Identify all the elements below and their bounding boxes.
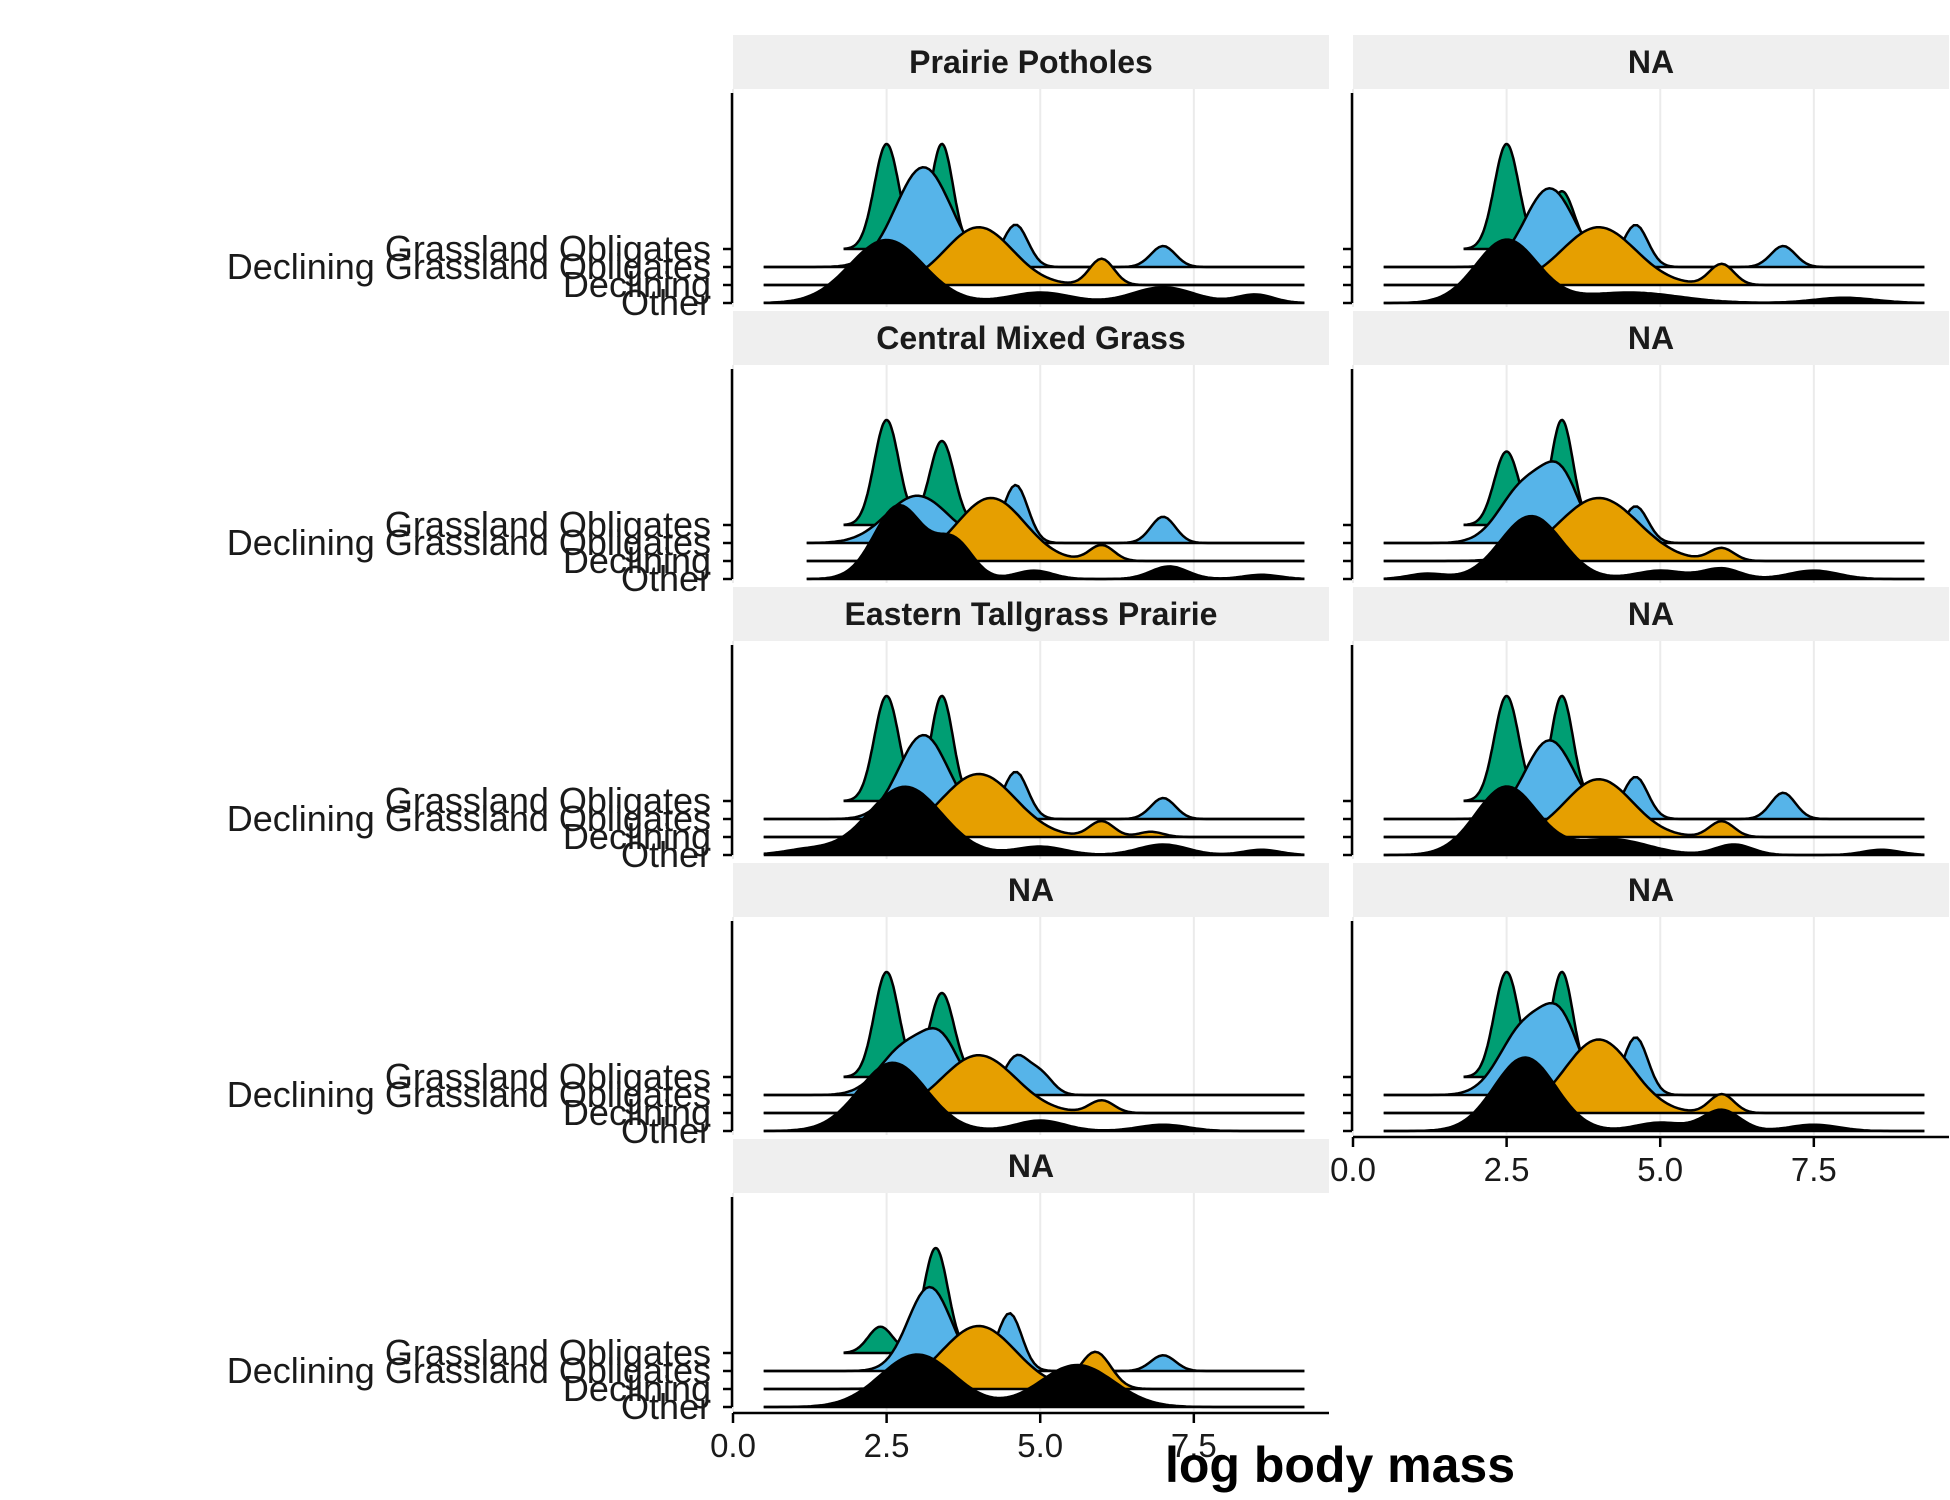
category-label: Other <box>621 834 711 875</box>
facet-title: NA <box>1628 596 1674 632</box>
facet-title: NA <box>1628 44 1674 80</box>
facet-title: Prairie Potholes <box>909 44 1153 80</box>
x-tick-label: 5.0 <box>1017 1427 1063 1464</box>
ridge-fill-declining <box>1383 779 1925 837</box>
ridge-fill-declining-grassland-obligates <box>763 735 1305 819</box>
category-label: Declining <box>563 816 711 857</box>
ridge-fill-declining <box>1383 227 1925 285</box>
facet-strip <box>1353 587 1949 641</box>
category-label: Declining Grassland Obligates <box>227 1350 711 1391</box>
category-label: Other <box>621 1386 711 1427</box>
ridge-fill-other <box>1383 786 1925 855</box>
ridge-fill-declining-grassland-obligates <box>763 1287 1305 1371</box>
ridge-fill-other <box>763 786 1305 855</box>
facet-strip <box>733 863 1329 917</box>
category-label: Declining <box>563 1092 711 1133</box>
facet-panel: Prairie Potholes Grassland ObligatesDecli… <box>227 35 1329 323</box>
ridge-fill-declining <box>763 1326 1305 1389</box>
facet-panel: Eastern Tallgrass Prairie Grassland Oblig… <box>227 587 1329 875</box>
facet-title: Central Mixed Grass <box>876 320 1185 356</box>
x-tick-label: 5.0 <box>1637 1151 1683 1188</box>
facet-panel: NA 0.0 2.5 5.0 7.5 <box>1330 863 1949 1188</box>
category-label: Grassland Obligates <box>385 780 711 821</box>
facet-panel: Central Mixed Grass Grassland ObligatesDe… <box>227 311 1329 599</box>
facet-panel: NA <box>1343 35 1949 307</box>
category-label: Declining Grassland Obligates <box>227 246 711 287</box>
category-label: Grassland Obligates <box>385 228 711 269</box>
ridge-fill-declining <box>1383 498 1925 561</box>
category-label: Other <box>621 282 711 323</box>
ridge-outline <box>1383 514 1925 581</box>
facet-title: NA <box>1008 1148 1054 1184</box>
x-tick-label: 0.0 <box>1330 1151 1376 1188</box>
category-label: Declining Grassland Obligates <box>227 798 711 839</box>
x-tick-label: 2.5 <box>864 1427 910 1464</box>
category-label: Grassland Obligates <box>385 1056 711 1097</box>
ridge-fill-declining <box>763 227 1305 285</box>
category-label: Declining <box>563 264 711 305</box>
ridge-fill-grassland-obligates <box>843 696 992 801</box>
x-axis-title: log body mass <box>1165 1437 1515 1493</box>
ridge-outline <box>1383 739 1925 821</box>
facet-strip <box>1353 35 1949 89</box>
category-label: Grassland Obligates <box>385 504 711 545</box>
facet-strip <box>733 311 1329 365</box>
ridge-fill-other <box>1383 516 1925 579</box>
ridge-fill-declining <box>1383 1039 1925 1113</box>
facet-strip <box>733 35 1329 89</box>
ridge-fill-other <box>806 505 1305 579</box>
ridge-fill-declining <box>763 1055 1305 1113</box>
facet-title: NA <box>1008 872 1054 908</box>
x-tick-label: 7.5 <box>1791 1151 1837 1188</box>
facet-strip <box>733 1139 1329 1193</box>
ridge-fill-other <box>763 240 1305 303</box>
ridge-outline <box>763 1285 1305 1373</box>
ridge-fill-declining-grassland-obligates <box>763 1028 1305 1095</box>
facet-title: Eastern Tallgrass Prairie <box>845 596 1218 632</box>
x-tick-label: 0.0 <box>710 1427 756 1464</box>
category-label: Other <box>621 1110 711 1151</box>
x-tick-label: 2.5 <box>1484 1151 1530 1188</box>
facet-strip <box>733 587 1329 641</box>
ridge-fill-other <box>763 1354 1305 1407</box>
ridge-fill-declining-grassland-obligates <box>806 485 1305 543</box>
ridge-outline <box>1383 238 1925 305</box>
category-label: Declining Grassland Obligates <box>227 522 711 563</box>
ridge-fill-other <box>1383 1057 1925 1131</box>
ridge-outline <box>763 785 1305 856</box>
ridge-fill-declining-grassland-obligates <box>1383 1003 1925 1095</box>
ridge-fill-other <box>763 1062 1305 1131</box>
ridge-fill-grassland-obligates <box>843 420 992 525</box>
category-label: Declining Grassland Obligates <box>227 1074 711 1115</box>
facet-title: NA <box>1628 872 1674 908</box>
category-label: Other <box>621 558 711 599</box>
category-label: Grassland Obligates <box>385 1332 711 1373</box>
facet-panel: NA <box>1343 587 1949 859</box>
category-label: Declining <box>563 540 711 581</box>
facet-title: NA <box>1628 320 1674 356</box>
category-label: Declining <box>563 1368 711 1409</box>
facet-strip <box>1353 311 1949 365</box>
ridge-outline <box>763 166 1305 269</box>
ridge-outline <box>1383 460 1925 545</box>
ridge-outline <box>763 238 1305 305</box>
ridge-outline <box>1383 187 1925 269</box>
facet-panel: NA <box>1343 311 1949 583</box>
x-tick-label: 7.5 <box>1171 1427 1217 1464</box>
facet-strip <box>1353 863 1949 917</box>
ridge-outline <box>1383 1056 1925 1133</box>
ridge-fill-declining <box>763 774 1305 837</box>
ridge-fill-other <box>1383 239 1925 303</box>
